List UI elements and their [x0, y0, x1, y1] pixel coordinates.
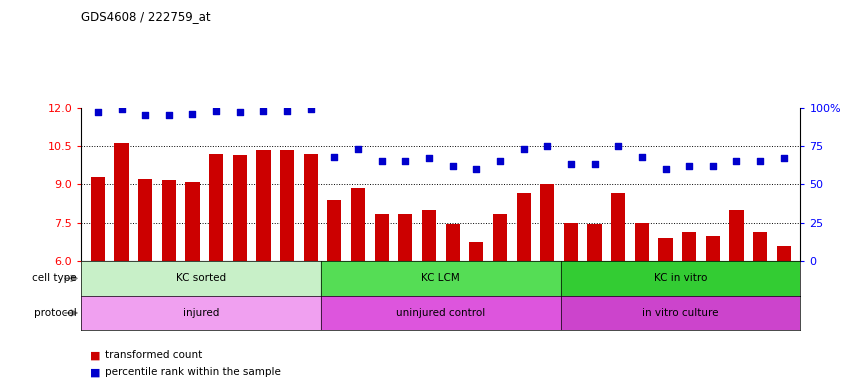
- Bar: [561, 261, 800, 296]
- Text: transformed count: transformed count: [105, 350, 203, 360]
- Point: [186, 111, 199, 117]
- Point: [351, 146, 365, 152]
- Bar: [115, 143, 128, 261]
- Bar: [81, 296, 321, 330]
- Bar: [375, 214, 389, 261]
- Text: GDS4608 / 222759_at: GDS4608 / 222759_at: [81, 10, 211, 23]
- Bar: [321, 261, 561, 296]
- Point: [209, 108, 223, 114]
- Bar: [587, 224, 602, 261]
- Bar: [446, 224, 460, 261]
- Point: [611, 143, 625, 149]
- Point: [257, 108, 270, 114]
- Point: [328, 154, 342, 160]
- Bar: [398, 214, 413, 261]
- Bar: [635, 223, 649, 261]
- Point: [753, 158, 767, 164]
- Point: [422, 155, 436, 161]
- Bar: [351, 188, 366, 261]
- Bar: [564, 223, 578, 261]
- Bar: [753, 232, 767, 261]
- Bar: [280, 150, 294, 261]
- Bar: [611, 193, 626, 261]
- Bar: [516, 193, 531, 261]
- Point: [564, 161, 578, 167]
- Bar: [682, 232, 696, 261]
- Point: [517, 146, 531, 152]
- Bar: [91, 177, 105, 261]
- Point: [729, 158, 743, 164]
- Bar: [658, 238, 673, 261]
- Text: protocol: protocol: [34, 308, 77, 318]
- Point: [777, 155, 791, 161]
- Bar: [162, 180, 176, 261]
- Point: [375, 158, 389, 164]
- Bar: [540, 184, 555, 261]
- Text: ■: ■: [90, 350, 100, 360]
- Bar: [705, 235, 720, 261]
- Point: [280, 108, 294, 114]
- Text: uninjured control: uninjured control: [396, 308, 485, 318]
- Point: [635, 154, 649, 160]
- Bar: [138, 179, 152, 261]
- Bar: [422, 210, 436, 261]
- Text: KC LCM: KC LCM: [421, 273, 461, 283]
- Point: [493, 158, 507, 164]
- Bar: [729, 210, 744, 261]
- Bar: [209, 154, 223, 261]
- Text: KC in vitro: KC in vitro: [654, 273, 707, 283]
- Bar: [256, 150, 270, 261]
- Point: [139, 112, 152, 118]
- Point: [446, 163, 460, 169]
- Bar: [469, 242, 484, 261]
- Point: [540, 143, 554, 149]
- Bar: [327, 200, 342, 261]
- Bar: [321, 296, 561, 330]
- Point: [682, 163, 696, 169]
- Text: in vitro culture: in vitro culture: [642, 308, 719, 318]
- Point: [706, 163, 720, 169]
- Bar: [186, 182, 199, 261]
- Point: [399, 158, 413, 164]
- Point: [91, 109, 104, 115]
- Point: [162, 112, 175, 118]
- Bar: [304, 154, 318, 261]
- Bar: [81, 261, 321, 296]
- Bar: [561, 296, 800, 330]
- Point: [233, 109, 247, 115]
- Bar: [233, 155, 247, 261]
- Bar: [493, 214, 507, 261]
- Point: [588, 161, 602, 167]
- Text: cell type: cell type: [33, 273, 77, 283]
- Text: KC sorted: KC sorted: [176, 273, 226, 283]
- Point: [469, 166, 483, 172]
- Bar: [776, 246, 791, 261]
- Text: ■: ■: [90, 367, 100, 377]
- Text: percentile rank within the sample: percentile rank within the sample: [105, 367, 281, 377]
- Text: injured: injured: [183, 308, 219, 318]
- Point: [115, 106, 128, 112]
- Point: [304, 106, 318, 112]
- Point: [658, 166, 672, 172]
